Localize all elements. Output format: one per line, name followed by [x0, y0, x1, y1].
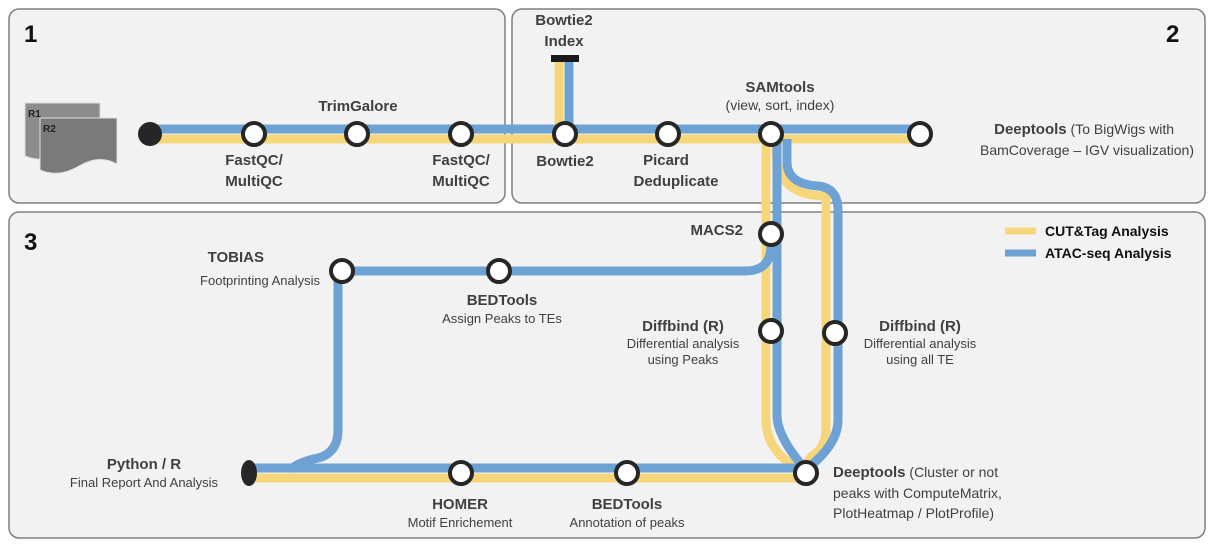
file-r1-label: R1 — [28, 109, 41, 120]
node-samtools — [758, 121, 784, 147]
bowtie2-label: Bowtie2 — [536, 153, 594, 170]
node-fastqc-2 — [448, 121, 474, 147]
fastqc-2-label-line2: MultiQC — [432, 173, 490, 190]
picard-label-line2: Deduplicate — [633, 173, 718, 190]
bedtools-te-sublabel: Assign Peaks to TEs — [442, 311, 562, 326]
samtools-label: SAMtools — [745, 79, 814, 96]
diffbind-te-sub1: Differential analysis — [864, 336, 977, 351]
deeptools-cluster-label-line3: PlotHeatmap / PlotProfile) — [833, 505, 994, 521]
deeptools-cluster-desc1: (Cluster or not — [906, 464, 999, 480]
node-trimgalore — [344, 121, 370, 147]
tobias-sublabel: Footprinting Analysis — [200, 273, 320, 288]
deeptools-bigwig-desc1: (To BigWigs with — [1067, 121, 1174, 137]
diffbind-peaks-label: Diffbind (R) — [642, 318, 724, 335]
legend-atac-seq-label: ATAC-seq Analysis — [1045, 245, 1172, 261]
node-bowtie2 — [552, 121, 578, 147]
homer-label: HOMER — [432, 496, 488, 513]
node-homer — [448, 460, 474, 486]
python-r-sublabel: Final Report And Analysis — [70, 475, 219, 490]
bedtools-te-label: BEDTools — [467, 292, 538, 309]
deeptools-bigwig-title: Deeptools — [994, 121, 1067, 138]
node-picard — [655, 121, 681, 147]
panel-1-number: 1 — [24, 21, 37, 48]
node-tobias — [329, 258, 355, 284]
fastqc-1-label-line1: FastQC/ — [225, 152, 283, 169]
node-fastqc-1 — [241, 121, 267, 147]
station-nodes — [241, 121, 933, 486]
legend-cut-tag-label: CUT&Tag Analysis — [1045, 223, 1169, 239]
panel-2-number: 2 — [1166, 21, 1179, 48]
homer-sublabel: Motif Enrichement — [408, 515, 513, 530]
tobias-label: TOBIAS — [208, 249, 264, 266]
node-deeptools-cluster — [793, 460, 819, 486]
samtools-sublabel: (view, sort, index) — [726, 97, 835, 113]
bedtools-annot-sublabel: Annotation of peaks — [570, 515, 685, 530]
fastqc-2-label-line1: FastQC/ — [432, 152, 490, 169]
panel-3-number: 3 — [24, 229, 37, 256]
picard-label-line1: Picard — [643, 152, 689, 169]
input-files-icon: R1 R2 — [24, 102, 118, 174]
deeptools-cluster-label-line1: Deeptools (Cluster or not — [833, 464, 998, 481]
panel-1 — [8, 8, 506, 204]
deeptools-bigwig-label-line2: BamCoverage – IGV visualization) — [980, 142, 1194, 158]
trimgalore-label: TrimGalore — [318, 98, 397, 115]
diffbind-te-sub2: using all TE — [886, 352, 954, 367]
python-r-label: Python / R — [107, 456, 181, 473]
legend: CUT&Tag Analysis ATAC-seq Analysis — [1005, 223, 1172, 261]
file-r2-label: R2 — [43, 124, 56, 135]
diffbind-peaks-sub1: Differential analysis — [627, 336, 740, 351]
deeptools-cluster-title: Deeptools — [833, 464, 906, 481]
deeptools-cluster-label-line2: peaks with ComputeMatrix, — [833, 485, 1002, 501]
bowtie2-index-terminator — [551, 55, 579, 62]
bowtie2-index-label-line1: Bowtie2 — [535, 12, 593, 29]
node-bedtools-te — [486, 258, 512, 284]
node-diffbind-te — [822, 320, 848, 346]
pipeline-start-terminal — [138, 122, 162, 146]
bedtools-annot-label: BEDTools — [592, 496, 663, 513]
node-deeptools-bigwig — [907, 121, 933, 147]
node-macs2 — [758, 221, 784, 247]
macs2-label: MACS2 — [690, 222, 743, 239]
file-r2-icon — [39, 117, 118, 174]
diffbind-te-label: Diffbind (R) — [879, 318, 961, 335]
diffbind-peaks-sub2: using Peaks — [648, 352, 719, 367]
panel-2 — [511, 8, 1206, 204]
node-diffbind-peaks — [758, 318, 784, 344]
bowtie2-index-label-line2: Index — [544, 33, 584, 50]
final-report-terminal — [241, 460, 257, 486]
node-bedtools-annot — [614, 460, 640, 486]
fastqc-1-label-line2: MultiQC — [225, 173, 283, 190]
deeptools-bigwig-label-line1: Deeptools (To BigWigs with — [994, 121, 1174, 138]
